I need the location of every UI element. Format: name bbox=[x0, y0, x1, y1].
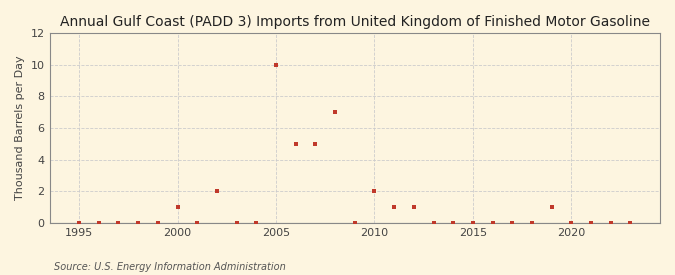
Point bbox=[133, 221, 144, 225]
Point bbox=[153, 221, 163, 225]
Point bbox=[605, 221, 616, 225]
Point bbox=[192, 221, 202, 225]
Point bbox=[329, 110, 340, 114]
Point bbox=[93, 221, 104, 225]
Text: Source: U.S. Energy Information Administration: Source: U.S. Energy Information Administ… bbox=[54, 262, 286, 272]
Point bbox=[448, 221, 458, 225]
Point bbox=[526, 221, 537, 225]
Point bbox=[350, 221, 360, 225]
Point bbox=[507, 221, 518, 225]
Point bbox=[389, 205, 400, 210]
Point bbox=[172, 205, 183, 210]
Point bbox=[546, 205, 557, 210]
Point bbox=[625, 221, 636, 225]
Y-axis label: Thousand Barrels per Day: Thousand Barrels per Day bbox=[15, 56, 25, 200]
Point bbox=[290, 142, 301, 146]
Point bbox=[487, 221, 498, 225]
Point bbox=[310, 142, 321, 146]
Point bbox=[113, 221, 124, 225]
Point bbox=[566, 221, 576, 225]
Point bbox=[468, 221, 479, 225]
Point bbox=[586, 221, 597, 225]
Point bbox=[232, 221, 242, 225]
Point bbox=[74, 221, 84, 225]
Point bbox=[408, 205, 419, 210]
Title: Annual Gulf Coast (PADD 3) Imports from United Kingdom of Finished Motor Gasolin: Annual Gulf Coast (PADD 3) Imports from … bbox=[60, 15, 650, 29]
Point bbox=[211, 189, 222, 194]
Point bbox=[428, 221, 439, 225]
Point bbox=[251, 221, 262, 225]
Point bbox=[369, 189, 380, 194]
Point bbox=[271, 62, 281, 67]
